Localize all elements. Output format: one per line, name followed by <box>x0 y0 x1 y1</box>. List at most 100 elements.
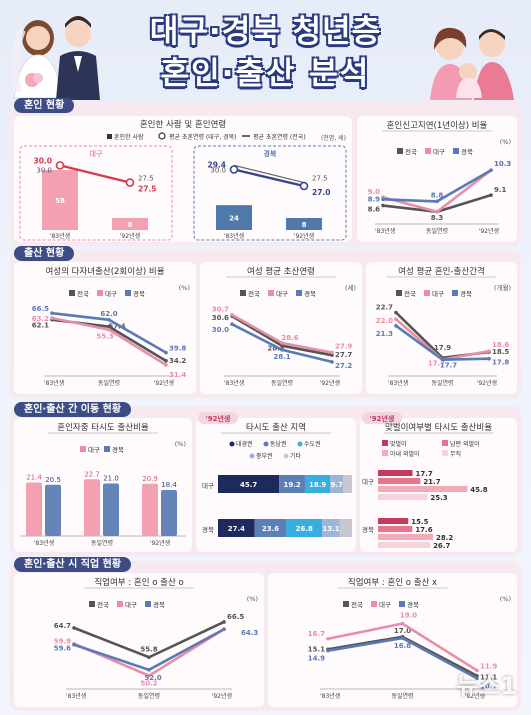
data-point <box>330 350 334 355</box>
data-point <box>222 627 226 632</box>
x-tick-label: '83년생 <box>375 227 395 235</box>
segment-label: 23.6 <box>262 525 279 533</box>
data-label: 10.3 <box>494 160 511 168</box>
data-label: 27.7 <box>335 351 352 359</box>
data-point <box>440 357 445 362</box>
national-age-label: 30.0 <box>210 166 226 174</box>
bar-value: 21.0 <box>103 475 119 483</box>
data-label: 8.8 <box>431 191 444 199</box>
legend-label: 경북 <box>461 147 473 156</box>
stack-segment <box>279 475 305 493</box>
bar-value: 20.5 <box>45 476 61 484</box>
legend-swatch <box>382 440 388 446</box>
header: 대구·경북 청년층 혼인·출산 분석 <box>0 0 531 100</box>
data-label: 18.6 <box>492 341 509 349</box>
x-tick-label: 동일연령 <box>271 379 293 387</box>
segment-label: 19.2 <box>283 481 300 489</box>
title-line-1: 대구·경북 청년층 <box>149 14 382 50</box>
data-label: 19.0 <box>400 612 417 620</box>
data-label: 21.3 <box>376 330 393 338</box>
national-age-label: 30.0 <box>36 166 52 174</box>
legend-label: 남편 외벌이 <box>450 440 480 448</box>
age-point <box>125 178 135 187</box>
data-point <box>400 636 405 640</box>
bar <box>142 483 158 536</box>
x-tick-label: '83년생 <box>224 232 244 240</box>
legend-swatch <box>263 441 269 447</box>
age-label: 29.4 <box>207 161 226 170</box>
bar-value: 26.7 <box>433 542 450 550</box>
x-tick-label: '83년생 <box>34 539 54 547</box>
panel-job-no: 직업여부 : 혼인 o 출산 x (%) 전국 대구 경북 '83년생 동일연령 '92년생 1… <box>268 573 517 707</box>
bar <box>45 484 61 536</box>
section-title-birth: 출산 현황 <box>14 246 75 261</box>
region-age-line <box>59 164 131 184</box>
bar-value: 21.7 <box>423 478 440 486</box>
legend-label: 경북 <box>407 600 419 609</box>
data-label: 55.8 <box>140 645 157 653</box>
data-point <box>475 676 479 681</box>
legend-label: 전국 <box>404 289 416 298</box>
legend-label: 혼인한 사람 <box>114 133 144 141</box>
legend-swatch <box>97 290 103 296</box>
bar-value: 24 <box>229 215 239 223</box>
x-tick-label: '83년생 <box>44 379 64 387</box>
chart-title: 맞벌이여부별 타시도 출산비율 <box>385 422 492 433</box>
bar-value: 15.5 <box>411 518 428 526</box>
data-label: 17.7 <box>428 360 445 368</box>
year-badge-label: '92년생 <box>370 414 395 423</box>
unit-label: (천명, 세) <box>321 134 346 142</box>
unit-label: (%) <box>500 595 511 603</box>
legend-swatch <box>424 290 430 296</box>
x-tick-label: '83년생 <box>224 379 244 387</box>
row-label: 경북 <box>202 525 214 534</box>
legend-label: 대구 <box>433 148 445 156</box>
section-job: 혼인·출산 시 직업 현황 직업여부 : 혼인 o 출산 o (%) 전국 대구 경북 '… <box>10 557 521 711</box>
x-tick-label: 동일연령 <box>91 539 113 547</box>
data-point <box>164 363 168 367</box>
legend-label: 충부권 <box>256 452 273 460</box>
data-point <box>487 356 491 361</box>
age-point <box>299 181 309 191</box>
x-tick-label: '92년생 <box>120 232 140 240</box>
legend-label: 전국 <box>97 600 109 609</box>
bar <box>103 483 119 536</box>
chart-job-no: 직업여부 : 혼인 o 출산 x (%) 전국 대구 경북 '83년생 동일연령 '92년생 1… <box>308 577 511 700</box>
data-point <box>381 203 385 208</box>
data-point <box>164 350 168 355</box>
x-tick-label: '92년생 <box>320 379 340 387</box>
legend-label: 대구 <box>125 601 137 609</box>
legend-label: 평균 초혼연령 (대구, 경북) <box>169 133 237 141</box>
chart-title: 타시도 출산 지역 <box>246 422 306 433</box>
data-point <box>326 636 330 641</box>
chart-multi-child: 여성의 다자녀출산(2회이상) 비율 (%) 전국 대구 경북 '83년생 동일연령 '92년… <box>32 266 190 387</box>
bar <box>378 494 428 500</box>
data-label: 66.5 <box>227 613 244 621</box>
year-badge <box>362 412 402 424</box>
bar-value: 25.3 <box>430 494 447 502</box>
legend-label: 평균 초혼연령 (전국) <box>253 133 306 141</box>
data-label: 22.7 <box>376 304 393 312</box>
x-tick-label: 동일연령 <box>98 379 120 387</box>
data-label: 10.3 <box>494 160 511 168</box>
data-label: 27.2 <box>335 362 352 370</box>
legend-swatch <box>107 134 112 139</box>
data-label: 59.6 <box>54 645 71 653</box>
segment-label: 27.4 <box>228 525 245 533</box>
legend-swatch <box>229 441 235 447</box>
national-age-line <box>233 164 305 184</box>
group-box <box>193 145 347 241</box>
data-label: 50.2 <box>140 680 157 688</box>
x-tick-label: '83년생 <box>388 379 408 387</box>
data-label: 22.0 <box>376 317 393 325</box>
bar <box>378 526 413 532</box>
data-label: 64.3 <box>241 629 258 637</box>
legend-label: 아내 외벌이 <box>390 450 420 458</box>
national-age-label: 27.5 <box>138 175 154 183</box>
panel-move-type: '92년생 맞벌이여부별 타시도 출산비율 맞벌이 남편 외벌이 아내 외벌이 무직 대구 1… <box>360 412 517 552</box>
stack-segment <box>322 519 340 537</box>
bar-value: 22.7 <box>84 470 100 478</box>
data-point <box>147 673 151 678</box>
legend-swatch <box>80 446 86 452</box>
data-label: 63.2 <box>32 315 49 323</box>
